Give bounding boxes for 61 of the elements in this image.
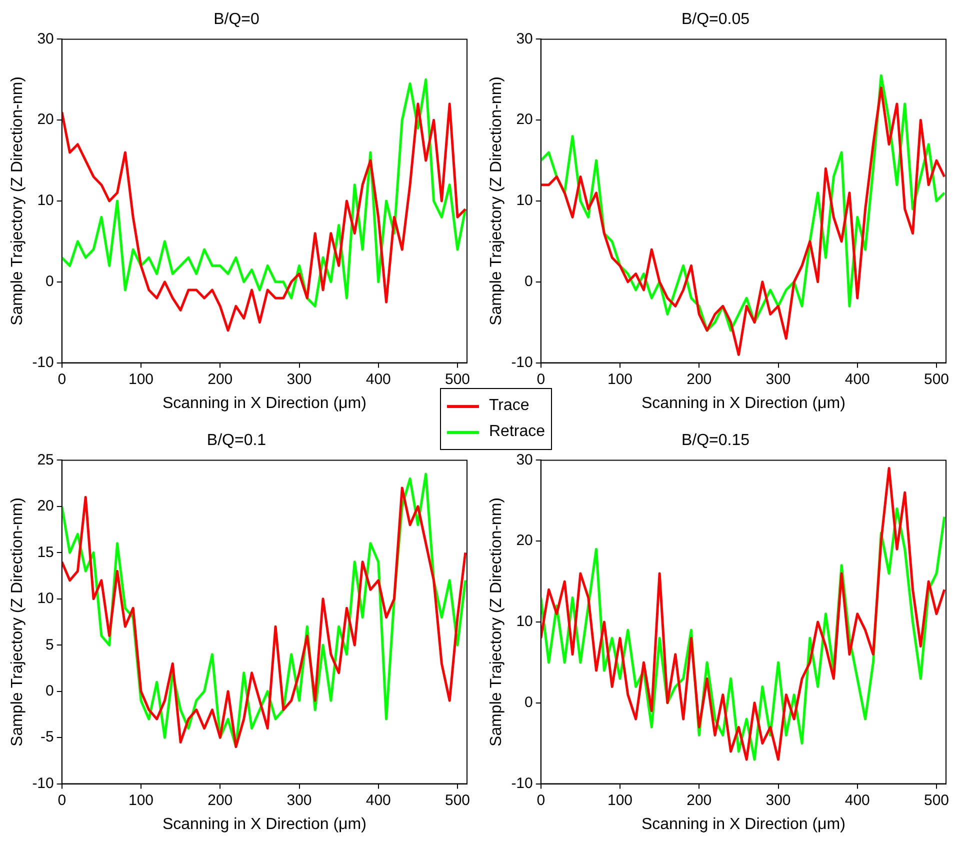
chart-title: B/Q=0.05: [681, 11, 750, 28]
y-tick-label: 10: [516, 192, 533, 210]
x-tick-label: 300: [286, 370, 312, 388]
x-tick-label: 100: [607, 370, 633, 388]
y-axis-title: Sample Trajectory (Z Direction-nm): [9, 498, 26, 746]
y-tick-label: 0: [46, 682, 54, 700]
chart-title: B/Q=0.1: [206, 432, 266, 450]
x-axis-title: Scanning in X Direction (μm): [641, 816, 846, 833]
y-tick-label: 0: [524, 273, 533, 290]
x-tick-label: 300: [286, 792, 312, 809]
x-tick-label: 0: [536, 370, 546, 388]
x-tick-label: 200: [686, 370, 712, 388]
legend-label: Trace: [489, 397, 530, 415]
x-tick-label: 100: [607, 792, 633, 809]
x-tick-label: 100: [128, 370, 154, 388]
x-tick-label: 300: [766, 792, 791, 809]
chart-title: B/Q=0: [214, 11, 260, 28]
x-tick-label: 0: [58, 370, 66, 388]
x-tick-label: 200: [208, 370, 233, 388]
y-tick-label: -5: [40, 728, 54, 746]
y-tick-label: 0: [524, 694, 533, 712]
y-axis-title: Sample Trajectory (Z Direction-nm): [9, 76, 26, 326]
x-tick-label: 500: [444, 792, 470, 809]
y-tick-label: 30: [516, 451, 533, 468]
y-tick-label: 20: [37, 111, 54, 128]
y-tick-label: 5: [46, 636, 54, 654]
y-tick-label: 30: [37, 30, 54, 48]
y-axis-title: Sample Trajectory (Z Direction-nm): [488, 498, 506, 746]
x-axis-title: Scanning in X Direction (μm): [162, 816, 366, 833]
y-tick-label: 10: [37, 590, 54, 608]
x-axis-title: Scanning in X Direction (μm): [641, 394, 846, 412]
y-tick-label: -10: [32, 774, 54, 792]
x-tick-label: 0: [58, 792, 66, 809]
y-tick-label: 20: [37, 498, 54, 515]
x-axis-title: Scanning in X Direction (μm): [162, 394, 366, 412]
y-tick-label: -10: [32, 354, 54, 371]
y-tick-label: 30: [516, 30, 533, 48]
x-tick-label: 400: [366, 370, 391, 388]
x-tick-label: 500: [924, 370, 950, 388]
x-tick-label: 200: [686, 792, 712, 809]
y-tick-label: -10: [511, 354, 533, 371]
y-tick-label: 20: [516, 111, 533, 128]
x-tick-label: 300: [766, 370, 791, 388]
y-tick-label: -10: [511, 774, 533, 792]
chart-title: B/Q=0.15: [681, 432, 750, 450]
x-tick-label: 500: [924, 792, 950, 809]
y-axis-title: Sample Trajectory (Z Direction-nm): [488, 76, 506, 326]
y-tick-label: 20: [516, 532, 533, 550]
y-tick-label: 15: [37, 544, 54, 561]
x-tick-label: 200: [208, 792, 233, 809]
x-tick-label: 100: [128, 792, 154, 809]
y-tick-label: 10: [37, 192, 54, 210]
x-tick-label: 400: [366, 792, 391, 809]
legend-label: Retrace: [489, 423, 546, 441]
y-tick-label: 25: [37, 451, 54, 468]
y-tick-label: 10: [516, 613, 533, 630]
x-tick-label: 400: [844, 792, 870, 809]
x-tick-label: 500: [444, 370, 470, 388]
x-tick-label: 400: [844, 370, 870, 388]
x-tick-label: 0: [536, 792, 546, 809]
y-tick-label: 0: [46, 273, 54, 290]
